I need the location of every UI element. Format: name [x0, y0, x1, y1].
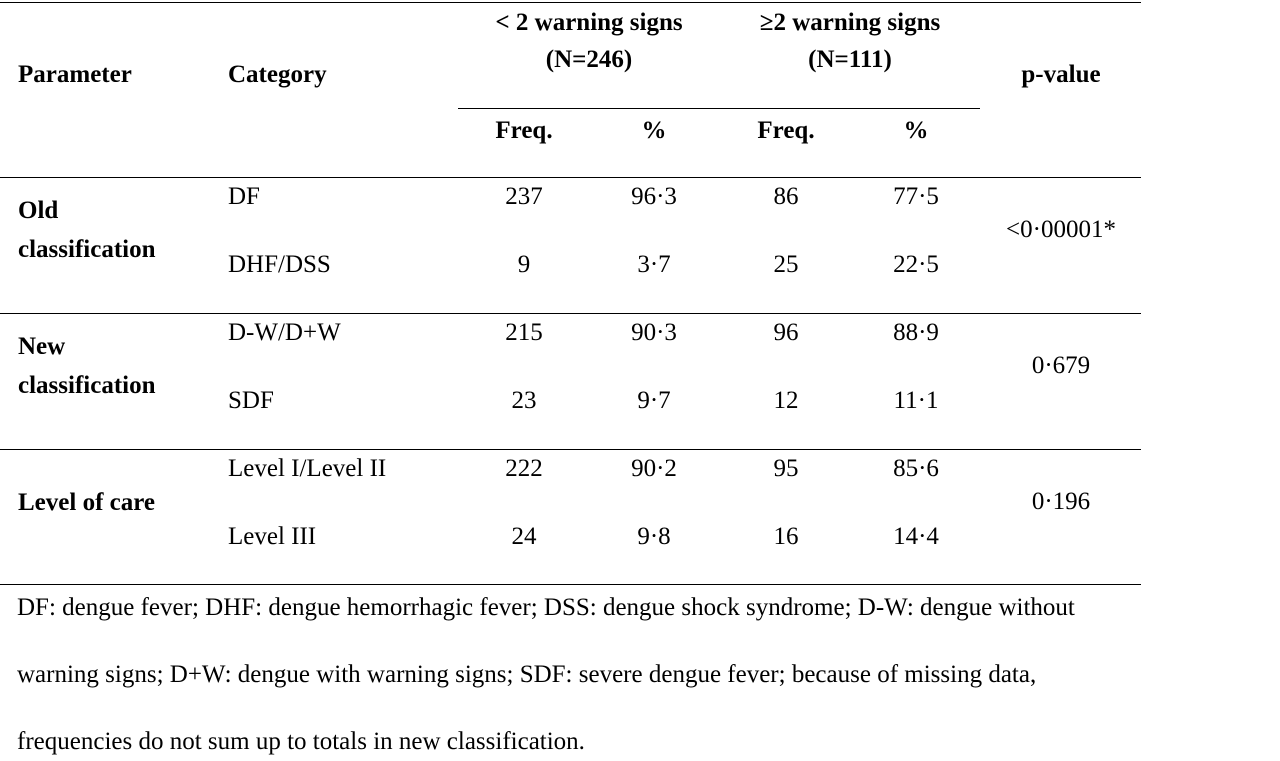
pct-cell: 96·3: [631, 183, 677, 210]
pct-cell: 77·5: [893, 183, 939, 210]
section-divider-rule: [0, 313, 1141, 314]
freq-cell: 86: [773, 183, 799, 210]
freq-cell: 12: [773, 387, 799, 414]
footnote-line: DF: dengue fever; DHF: dengue hemorrhagi…: [17, 594, 1075, 621]
header-pct-group2: %: [903, 117, 929, 144]
header-pvalue: p-value: [1021, 61, 1101, 88]
parameter-label: classification: [18, 372, 156, 399]
table-bottom-rule: [0, 584, 1141, 585]
freq-cell: 23: [511, 387, 537, 414]
pct-cell: 90·3: [631, 319, 677, 346]
pct-cell: 14·4: [893, 523, 939, 550]
footnote-line: warning signs; D+W: dengue with warning …: [17, 661, 1037, 688]
pct-cell: 88·9: [893, 319, 939, 346]
header-group2-line2: (N=111): [808, 46, 892, 73]
table-top-rule: [0, 2, 1141, 3]
freq-cell: 96: [773, 319, 799, 346]
category-cell: D-W/D+W: [228, 319, 341, 346]
category-cell: SDF: [228, 387, 274, 414]
pct-cell: 22·5: [893, 251, 939, 278]
p-value-cell: <0·00001*: [1006, 216, 1116, 243]
header-group1-line1: < 2 warning signs: [495, 9, 683, 36]
parameter-label: classification: [18, 236, 156, 263]
header-parameter: Parameter: [18, 61, 132, 88]
p-value-cell: 0·679: [1031, 352, 1091, 379]
freq-cell: 24: [511, 523, 537, 550]
pct-cell: 9·7: [637, 387, 671, 414]
freq-cell: 222: [505, 455, 543, 482]
header-bottom-rule: [0, 177, 1141, 178]
pct-cell: 85·6: [893, 455, 939, 482]
pct-cell: 11·1: [893, 387, 939, 414]
header-category: Category: [228, 61, 327, 88]
footnote-line: frequencies do not sum up to totals in n…: [17, 728, 585, 755]
pct-cell: 9·8: [637, 523, 671, 550]
category-cell: DF: [228, 183, 260, 210]
parameter-label: New: [18, 333, 66, 360]
header-freq-group1: Freq.: [495, 117, 553, 144]
freq-cell: 215: [505, 319, 543, 346]
freq-cell: 16: [773, 523, 799, 550]
freq-cell: 25: [773, 251, 799, 278]
category-cell: DHF/DSS: [228, 251, 331, 278]
parameter-label: Level of care: [18, 489, 155, 516]
pct-cell: 3·7: [637, 251, 671, 278]
freq-cell: 9: [517, 251, 531, 278]
category-cell: Level I/Level II: [228, 455, 387, 482]
header-freq-group2: Freq.: [757, 117, 815, 144]
freq-cell: 95: [773, 455, 799, 482]
header-pct-group1: %: [641, 117, 667, 144]
category-cell: Level III: [228, 523, 317, 550]
freq-cell: 237: [505, 183, 543, 210]
header-group2-line1: ≥2 warning signs: [759, 9, 941, 36]
header-group1-line2: (N=246): [545, 46, 633, 73]
group-header-rule: [458, 108, 980, 109]
section-divider-rule: [0, 449, 1141, 450]
pct-cell: 90·2: [631, 455, 677, 482]
parameter-label: Old: [18, 197, 59, 224]
p-value-cell: 0·196: [1031, 488, 1091, 515]
